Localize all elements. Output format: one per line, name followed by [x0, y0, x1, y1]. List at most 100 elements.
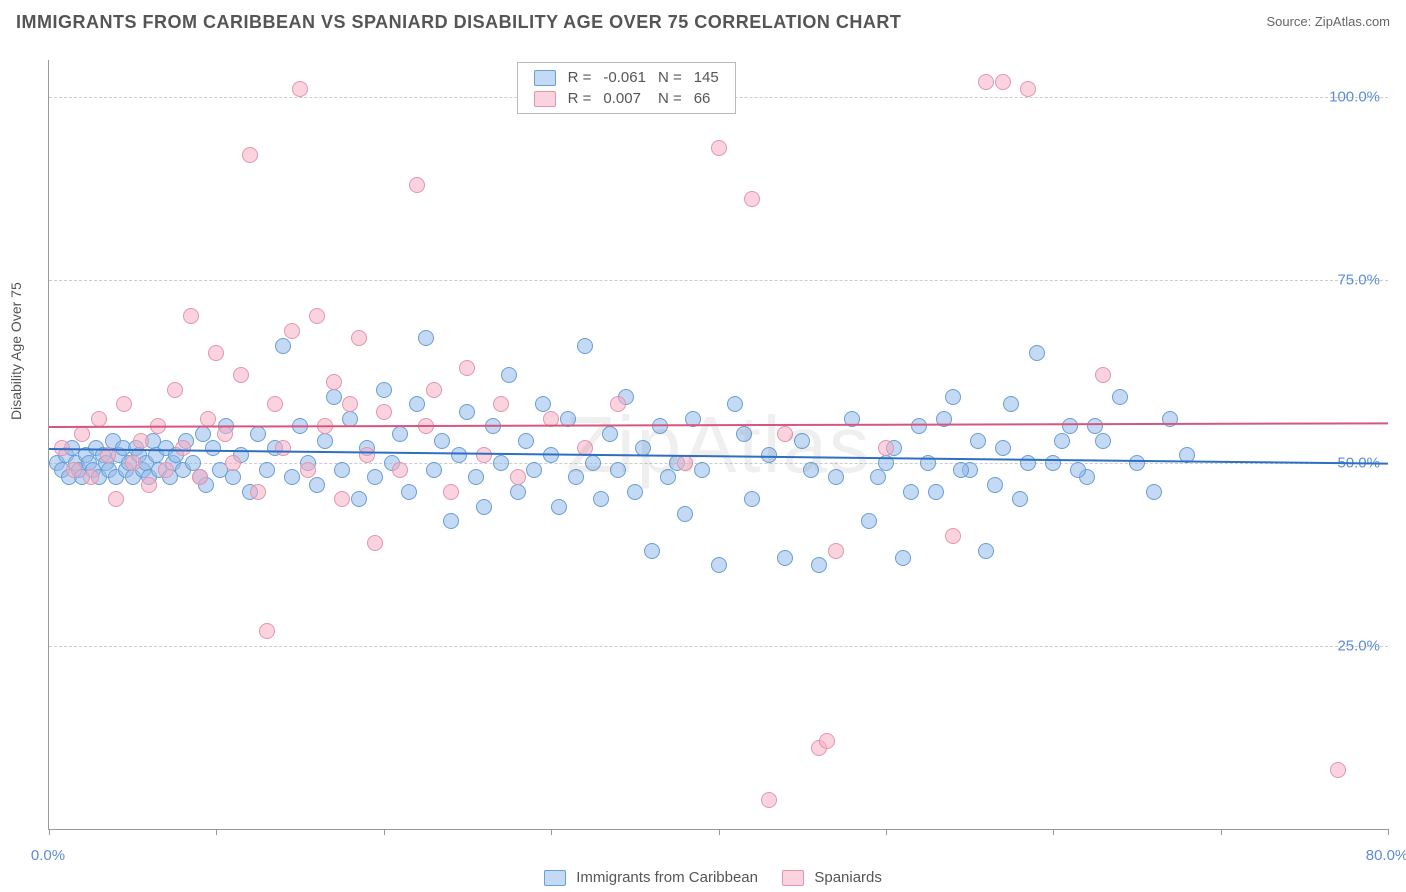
data-point [326, 374, 342, 390]
data-point [426, 462, 442, 478]
data-point [1020, 455, 1036, 471]
data-point [1095, 433, 1111, 449]
data-point [317, 433, 333, 449]
data-point [602, 426, 618, 442]
data-point [175, 440, 191, 456]
data-point [200, 411, 216, 427]
data-point [185, 455, 201, 471]
data-point [953, 462, 969, 478]
data-point [409, 177, 425, 193]
data-point [535, 396, 551, 412]
data-point [250, 484, 266, 500]
data-point [426, 382, 442, 398]
data-point [1029, 345, 1045, 361]
data-point [1087, 418, 1103, 434]
x-tick [49, 829, 50, 835]
data-point [518, 433, 534, 449]
data-point [945, 528, 961, 544]
data-point [133, 433, 149, 449]
data-point [803, 462, 819, 478]
data-point [995, 440, 1011, 456]
data-point [493, 455, 509, 471]
data-point [1062, 418, 1078, 434]
data-point [493, 396, 509, 412]
data-point [401, 484, 417, 500]
data-point [367, 469, 383, 485]
data-point [970, 433, 986, 449]
data-point [284, 323, 300, 339]
data-point [284, 469, 300, 485]
x-tick [1221, 829, 1222, 835]
data-point [443, 484, 459, 500]
data-point [334, 462, 350, 478]
data-point [510, 484, 526, 500]
data-point [326, 389, 342, 405]
data-point [309, 477, 325, 493]
data-point [116, 396, 132, 412]
data-point [978, 74, 994, 90]
data-point [627, 484, 643, 500]
data-point [259, 462, 275, 478]
data-point [811, 557, 827, 573]
data-point [91, 411, 107, 427]
data-point [376, 382, 392, 398]
trend-line [49, 423, 1388, 429]
data-point [259, 623, 275, 639]
data-point [861, 513, 877, 529]
data-point [359, 447, 375, 463]
page-title: IMMIGRANTS FROM CARIBBEAN VS SPANIARD DI… [16, 12, 901, 32]
data-point [351, 330, 367, 346]
data-point [141, 477, 157, 493]
data-point [501, 367, 517, 383]
data-point [158, 462, 174, 478]
data-point [878, 440, 894, 456]
x-tick [719, 829, 720, 835]
scatter-chart: ZipAtlas 25.0%50.0%75.0%100.0% [48, 60, 1388, 830]
data-point [233, 367, 249, 383]
data-point [183, 308, 199, 324]
data-point [828, 469, 844, 485]
data-point [225, 455, 241, 471]
x-tick-label: 80.0% [1366, 847, 1406, 864]
data-point [526, 462, 542, 478]
data-point [1054, 433, 1070, 449]
data-point [376, 404, 392, 420]
data-point [928, 484, 944, 500]
data-point [761, 792, 777, 808]
data-point [459, 404, 475, 420]
data-point [794, 433, 810, 449]
data-point [577, 338, 593, 354]
data-point [192, 469, 208, 485]
x-tick [384, 829, 385, 835]
data-point [275, 338, 291, 354]
legend-swatch-caribbean [544, 870, 566, 886]
data-point [451, 447, 467, 463]
data-point [208, 345, 224, 361]
data-point [468, 469, 484, 485]
data-point [409, 396, 425, 412]
data-point [418, 330, 434, 346]
data-point [987, 477, 1003, 493]
legend-label-spaniards: Spaniards [814, 869, 882, 886]
data-point [895, 550, 911, 566]
data-point [870, 469, 886, 485]
y-axis-label: Disability Age Over 75 [8, 282, 24, 420]
data-point [777, 550, 793, 566]
x-tick [886, 829, 887, 835]
data-point [125, 455, 141, 471]
data-point [568, 469, 584, 485]
legend-swatch-spaniards [782, 870, 804, 886]
data-point [351, 491, 367, 507]
data-point [83, 469, 99, 485]
data-point [677, 455, 693, 471]
legend-bottom: Immigrants from Caribbean Spaniards [0, 869, 1406, 886]
data-point [610, 396, 626, 412]
data-point [205, 440, 221, 456]
data-point [292, 81, 308, 97]
data-point [66, 462, 82, 478]
data-point [392, 426, 408, 442]
data-point [711, 557, 727, 573]
data-point [225, 469, 241, 485]
data-point [551, 499, 567, 515]
data-point [476, 447, 492, 463]
